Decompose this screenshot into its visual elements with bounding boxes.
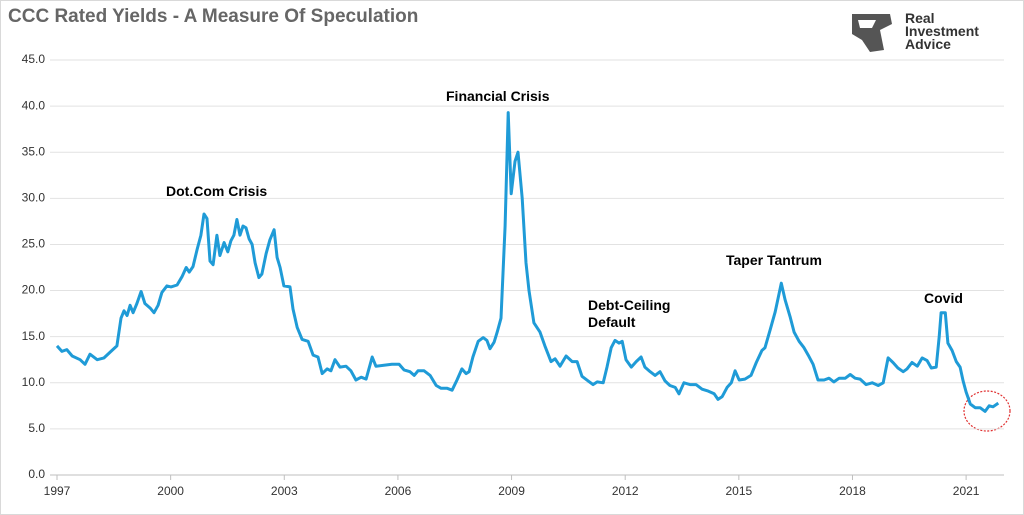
x-tick-label: 2000 xyxy=(157,484,184,498)
x-tick-label: 2012 xyxy=(612,484,639,498)
y-tick-label: 25.0 xyxy=(22,237,46,251)
annotation: Taper Tantrum xyxy=(726,252,822,268)
x-tick-label: 2018 xyxy=(839,484,866,498)
y-tick-label: 40.0 xyxy=(22,98,46,112)
annotation: Covid xyxy=(924,290,963,306)
y-tick-label: 20.0 xyxy=(22,283,46,297)
y-tick-label: 35.0 xyxy=(22,144,46,158)
y-tick-label: 0.0 xyxy=(28,467,45,481)
x-tick-label: 1997 xyxy=(44,484,71,498)
y-tick-label: 5.0 xyxy=(28,421,45,435)
y-tick-label: 10.0 xyxy=(22,375,46,389)
logo-icon xyxy=(852,14,892,52)
series-line xyxy=(55,111,1000,413)
x-tick-label: 2006 xyxy=(385,484,412,498)
chart-title: CCC Rated Yields - A Measure Of Speculat… xyxy=(8,6,419,27)
annotation: Debt-Ceiling Default xyxy=(588,297,671,330)
annotation: Financial Crisis xyxy=(446,88,550,104)
x-tick-label: 2021 xyxy=(953,484,980,498)
highlight-circle xyxy=(963,390,1011,432)
y-tick-label: 30.0 xyxy=(22,191,46,205)
x-tick-label: 2009 xyxy=(498,484,525,498)
x-tick-label: 2003 xyxy=(271,484,298,498)
y-tick-label: 15.0 xyxy=(22,329,46,343)
annotation: Dot.Com Crisis xyxy=(166,183,268,199)
y-tick-label: 45.0 xyxy=(22,52,46,66)
x-tick-label: 2015 xyxy=(725,484,752,498)
logo-text: Real Investment Advice xyxy=(905,10,979,52)
